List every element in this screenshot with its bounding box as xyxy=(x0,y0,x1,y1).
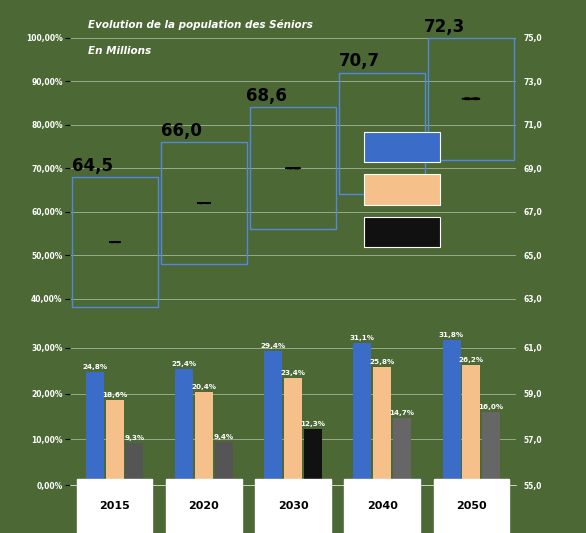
Bar xyxy=(304,429,322,485)
Text: 72,3: 72,3 xyxy=(424,18,465,36)
Text: 24,8%: 24,8% xyxy=(83,364,108,370)
Bar xyxy=(125,442,144,485)
Bar xyxy=(353,343,372,485)
Text: 23,4%: 23,4% xyxy=(281,370,305,376)
Bar xyxy=(462,365,480,485)
Bar xyxy=(393,418,411,485)
Bar xyxy=(86,372,104,485)
Text: 2015: 2015 xyxy=(100,501,130,511)
Text: > 60 ans: > 60 ans xyxy=(380,142,424,151)
FancyBboxPatch shape xyxy=(364,217,440,247)
Bar xyxy=(195,392,213,485)
Text: 9,4%: 9,4% xyxy=(213,434,234,440)
Text: 12,3%: 12,3% xyxy=(300,421,325,427)
Bar xyxy=(72,177,158,308)
Text: 2020: 2020 xyxy=(189,501,219,511)
Bar xyxy=(442,340,461,485)
Text: 25,4%: 25,4% xyxy=(172,361,197,367)
Bar xyxy=(284,378,302,485)
Text: 68,6: 68,6 xyxy=(246,87,287,105)
Text: 31,8%: 31,8% xyxy=(439,332,464,338)
Text: 2030: 2030 xyxy=(278,501,308,511)
Text: 26,2%: 26,2% xyxy=(459,358,483,364)
Text: 9,3%: 9,3% xyxy=(124,435,145,441)
Text: > 75 ans: > 75 ans xyxy=(380,228,424,237)
Text: > 65 ans: > 65 ans xyxy=(380,185,424,194)
Text: 25,8%: 25,8% xyxy=(369,359,395,365)
Bar xyxy=(161,142,247,264)
Bar xyxy=(339,72,425,195)
Text: 31,1%: 31,1% xyxy=(350,335,375,341)
Bar xyxy=(250,107,336,229)
FancyBboxPatch shape xyxy=(364,132,440,162)
Bar xyxy=(428,38,514,159)
Text: 2050: 2050 xyxy=(456,501,486,511)
Text: 64,5: 64,5 xyxy=(72,157,113,175)
FancyBboxPatch shape xyxy=(364,174,440,205)
Text: Evolution de la population des Séniors: Evolution de la population des Séniors xyxy=(88,19,313,29)
Text: En Millions: En Millions xyxy=(88,46,151,56)
Bar xyxy=(175,369,193,485)
Text: 14,7%: 14,7% xyxy=(389,410,414,416)
Bar xyxy=(106,400,124,485)
Text: 66,0: 66,0 xyxy=(161,122,202,140)
Bar xyxy=(264,351,282,485)
Text: 70,7: 70,7 xyxy=(339,52,380,70)
Text: 18,6%: 18,6% xyxy=(102,392,128,398)
Text: 2040: 2040 xyxy=(367,501,397,511)
Bar xyxy=(373,367,391,485)
Bar xyxy=(214,442,233,485)
Text: 16,0%: 16,0% xyxy=(478,404,503,410)
Bar xyxy=(482,412,500,485)
Text: 20,4%: 20,4% xyxy=(192,384,216,390)
Text: 29,4%: 29,4% xyxy=(261,343,286,349)
